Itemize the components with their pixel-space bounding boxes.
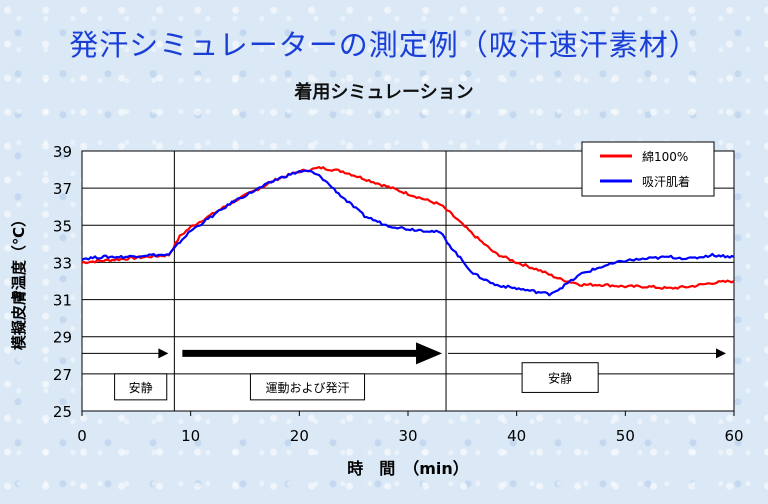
y-tick-label: 35	[53, 217, 72, 235]
x-tick-label: 0	[77, 427, 87, 445]
y-tick-label: 39	[53, 143, 72, 161]
y-tick-label: 29	[53, 329, 72, 347]
x-tick-label: 10	[181, 427, 200, 445]
series-lines	[81, 166, 735, 297]
y-tick-label: 37	[53, 180, 72, 198]
chart-title: 着用シミュレーション	[294, 82, 474, 103]
y-tick-label: 27	[53, 366, 72, 384]
legend-box	[581, 141, 715, 197]
x-axis-label: 時 間 （min）	[347, 459, 469, 478]
phase-label-2: 運動および発汗	[265, 381, 349, 395]
y-tick-label: 33	[53, 254, 72, 272]
phase-arrow-exercise-head	[416, 342, 443, 365]
x-tick-label: 50	[616, 427, 635, 445]
phase-arrow-rest-1-head	[158, 348, 169, 359]
axes: 25 27 29 31 33 35 37 39 0 10 20 30 40 50 60	[53, 143, 744, 445]
x-tick-label: 60	[724, 427, 743, 445]
series-line-2	[81, 169, 735, 297]
phase-arrow-rest-2-head	[716, 348, 726, 359]
legend-label-absorbent: 吸汗肌着	[642, 174, 690, 189]
legend: 綿100% 吸汗肌着	[581, 141, 715, 197]
page-title: 発汗シミュレーターの測定例（吸汗速汗素材）	[69, 28, 699, 62]
y-tick-label: 31	[53, 292, 72, 310]
phase-label-3: 安静	[548, 371, 572, 386]
x-tick-label: 30	[398, 427, 417, 445]
x-tick-label: 40	[507, 427, 526, 445]
series-line-1	[81, 166, 735, 290]
y-tick-label: 25	[53, 403, 72, 421]
phase-box-1	[114, 373, 168, 401]
phase-label-1: 安静	[129, 380, 153, 395]
x-tick-label: 20	[290, 427, 309, 445]
legend-label-cotton: 綿100%	[642, 150, 688, 164]
y-axis-label: 模擬皮膚温度（℃）	[10, 212, 28, 350]
phase-box-2	[249, 373, 366, 401]
phase-box-3	[521, 362, 599, 393]
